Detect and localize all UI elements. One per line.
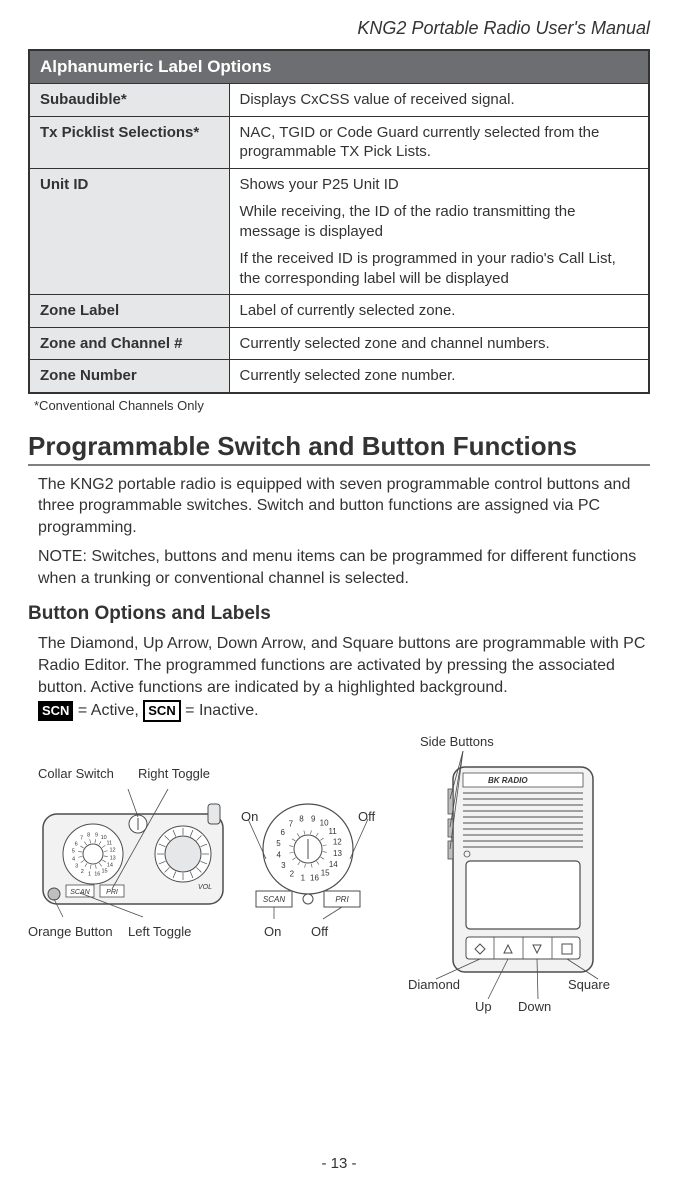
- svg-text:4: 4: [72, 856, 75, 862]
- row-val: Currently selected zone number.: [229, 360, 649, 393]
- row-key: Zone Number: [29, 360, 229, 393]
- svg-text:8: 8: [299, 815, 304, 824]
- svg-text:SCAN: SCAN: [263, 895, 285, 904]
- table-row: Unit ID Shows your P25 Unit ID While rec…: [29, 168, 649, 295]
- row-key: Zone and Channel #: [29, 327, 229, 360]
- page-number: - 13 -: [0, 1155, 678, 1172]
- svg-text:15: 15: [101, 868, 107, 874]
- table-row: Zone Label Label of currently selected z…: [29, 295, 649, 328]
- svg-text:5: 5: [72, 848, 75, 854]
- svg-text:2: 2: [81, 869, 84, 875]
- label-options-table: Alphanumeric Label Options Subaudible* D…: [28, 49, 650, 394]
- svg-text:2: 2: [290, 869, 295, 878]
- svg-text:9: 9: [311, 814, 316, 823]
- svg-text:9: 9: [95, 832, 98, 838]
- unitid-p3: If the received ID is programmed in your…: [240, 249, 639, 288]
- svg-text:12: 12: [109, 848, 115, 854]
- svg-text:14: 14: [329, 860, 338, 869]
- unitid-p1: Shows your P25 Unit ID: [240, 175, 639, 195]
- svg-text:PRI: PRI: [335, 895, 349, 904]
- svg-text:15: 15: [321, 868, 330, 877]
- row-val: Currently selected zone and channel numb…: [229, 327, 649, 360]
- manual-title: KNG2 Portable Radio User's Manual: [28, 18, 650, 39]
- svg-text:16: 16: [94, 871, 100, 877]
- table-row: Zone Number Currently selected zone numb…: [29, 360, 649, 393]
- row-val: Displays CxCSS value of received signal.: [229, 84, 649, 117]
- subsection-title: Button Options and Labels: [28, 603, 650, 625]
- label-collar-switch: Collar Switch: [38, 766, 114, 781]
- radio-front-diagram: BK RADIO: [428, 749, 618, 1009]
- label-right-toggle: Right Toggle: [138, 766, 210, 781]
- scn-line: SCN = Active, SCN = Inactive.: [38, 700, 646, 722]
- table-footnote: *Conventional Channels Only: [34, 398, 650, 413]
- svg-text:7: 7: [80, 835, 83, 841]
- table-row: Tx Picklist Selections* NAC, TGID or Cod…: [29, 116, 649, 168]
- svg-text:13: 13: [333, 849, 342, 858]
- label-on-bottom: On: [264, 924, 281, 939]
- svg-text:1: 1: [88, 872, 91, 878]
- scn-inactive-tag: SCN: [143, 700, 180, 722]
- row-key: Tx Picklist Selections*: [29, 116, 229, 168]
- svg-text:3: 3: [281, 861, 286, 870]
- radio-top-diagram: 12345678910111213141516 SCAN PRI VOL: [38, 789, 228, 919]
- table-row: Zone and Channel # Currently selected zo…: [29, 327, 649, 360]
- section-title: Programmable Switch and Button Functions: [28, 431, 650, 466]
- row-key: Unit ID: [29, 168, 229, 295]
- row-val: Shows your P25 Unit ID While receiving, …: [229, 168, 649, 295]
- svg-text:14: 14: [107, 863, 113, 869]
- svg-text:16: 16: [310, 873, 319, 882]
- section-p1: The KNG2 portable radio is equipped with…: [38, 474, 646, 539]
- scan-label: SCAN: [70, 889, 90, 896]
- svg-text:7: 7: [289, 819, 294, 828]
- unitid-p2: While receiving, the ID of the radio tra…: [240, 202, 639, 241]
- label-off-bottom: Off: [311, 924, 328, 939]
- scn-active-text: = Active,: [73, 702, 143, 719]
- dial-diagram: 12345678910111213141516 SCAN PRI: [238, 789, 378, 924]
- svg-text:1: 1: [301, 873, 306, 882]
- svg-text:8: 8: [87, 832, 90, 838]
- svg-text:5: 5: [276, 839, 281, 848]
- table-banner: Alphanumeric Label Options: [29, 50, 649, 84]
- svg-text:11: 11: [107, 840, 113, 846]
- pri-label: PRI: [106, 889, 118, 896]
- svg-text:6: 6: [280, 828, 285, 837]
- svg-text:12: 12: [333, 837, 342, 846]
- svg-text:BK RADIO: BK RADIO: [488, 776, 528, 785]
- svg-text:13: 13: [110, 855, 116, 861]
- diagram-area: Side Buttons Collar Switch Right Toggle …: [28, 734, 650, 1034]
- row-val: Label of currently selected zone.: [229, 295, 649, 328]
- svg-text:3: 3: [75, 863, 78, 869]
- vol-label: VOL: [198, 884, 212, 891]
- svg-text:6: 6: [75, 841, 78, 847]
- scn-inactive-text: = Inactive.: [181, 702, 259, 719]
- row-key: Zone Label: [29, 295, 229, 328]
- label-left-toggle: Left Toggle: [128, 924, 191, 939]
- table-row: Subaudible* Displays CxCSS value of rece…: [29, 84, 649, 117]
- row-key: Subaudible*: [29, 84, 229, 117]
- row-val: NAC, TGID or Code Guard currently select…: [229, 116, 649, 168]
- section-p2: NOTE: Switches, buttons and menu items c…: [38, 546, 646, 589]
- label-orange-button: Orange Button: [28, 924, 113, 939]
- scn-active-tag: SCN: [38, 701, 73, 721]
- svg-text:4: 4: [276, 850, 281, 859]
- svg-text:11: 11: [328, 827, 337, 836]
- label-side-buttons: Side Buttons: [420, 734, 494, 749]
- subsection-p1: The Diamond, Up Arrow, Down Arrow, and S…: [38, 633, 646, 698]
